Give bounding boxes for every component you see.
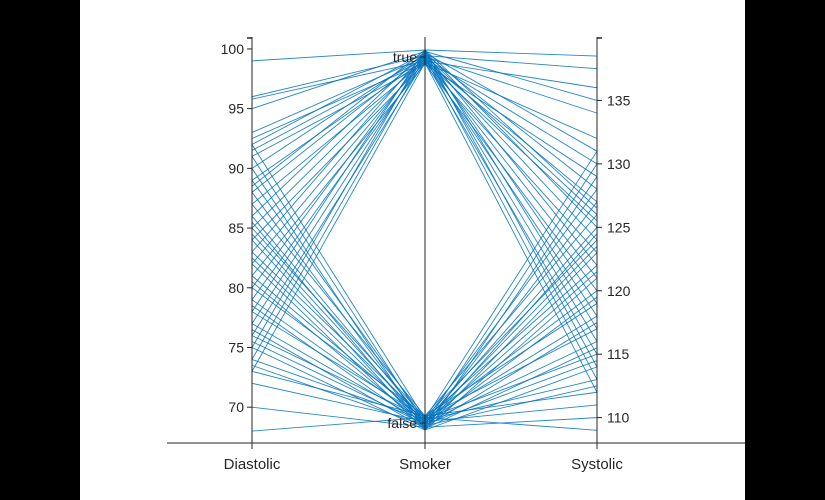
axes-group: Diastolic 70 75 80 85 90 95 100 Smoker false true S… [167,37,745,473]
tick-label: 75 [228,339,244,355]
category-label-true: true [393,49,417,65]
tick-label: 125 [607,219,631,235]
tick-label: 95 [228,101,244,117]
tick-label: 130 [607,156,631,172]
tick-label: 80 [228,280,244,296]
tick-label: 115 [607,346,630,362]
axis-label-smoker: Smoker [399,456,451,473]
axis-label-systolic: Systolic [571,456,623,473]
tick-label: 90 [228,160,244,176]
tick-label: 85 [228,220,244,236]
tick-label: 120 [607,283,631,299]
category-label-false: false [387,415,417,431]
parallel-coordinates-chart: Diastolic 70 75 80 85 90 95 100 Smoker false true S… [167,37,745,473]
tick-label: 70 [228,399,244,415]
axis-label-diastolic: Diastolic [224,456,281,473]
tick-label: 100 [221,41,245,57]
figure-canvas: Diastolic 70 75 80 85 90 95 100 Smoker false true S… [80,0,745,500]
tick-label: 110 [607,410,630,426]
tick-label: 135 [607,92,631,108]
